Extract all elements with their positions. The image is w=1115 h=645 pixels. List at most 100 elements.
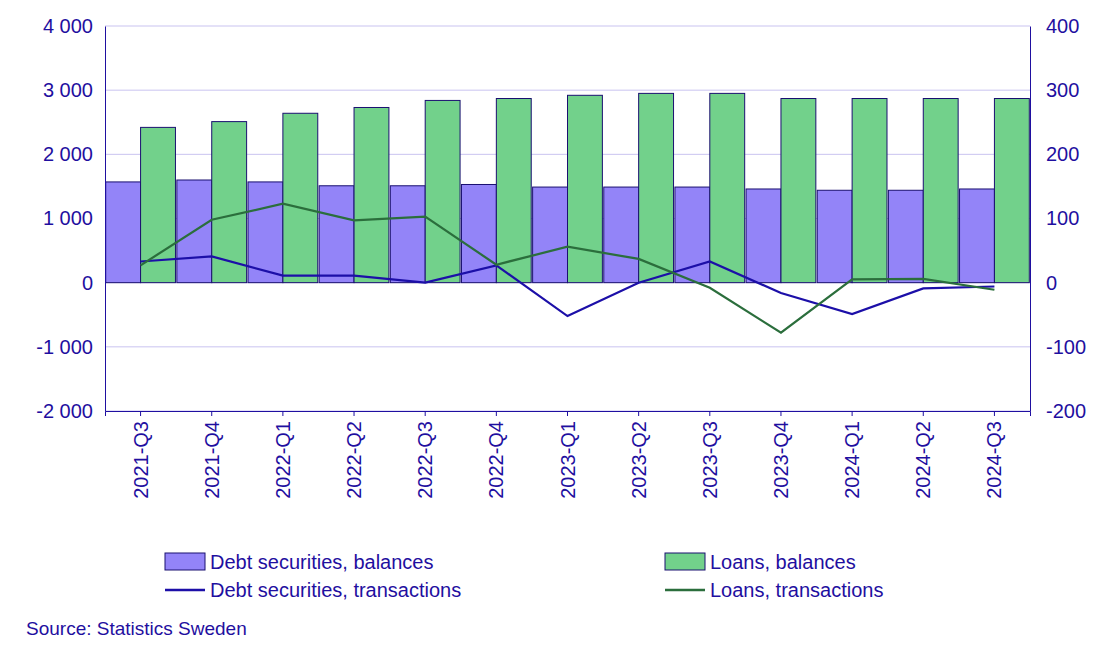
tick: 2 000 (43, 143, 105, 165)
tick-label: 200 (1046, 143, 1079, 165)
tick-label: 300 (1046, 79, 1079, 101)
source: Source: Statistics Sweden (26, 618, 247, 639)
bar (888, 190, 923, 282)
tick-label: 400 (1046, 15, 1079, 37)
y2-axis: -200-1000100200300400 (1030, 15, 1086, 422)
tick-mark (923, 411, 924, 416)
tick-mark (852, 411, 853, 416)
legend-label: Loans, balances (710, 551, 856, 573)
tick: 100 (1030, 207, 1079, 229)
tick-label: 2021-Q4 (201, 421, 223, 499)
tick-mark (780, 411, 781, 416)
tick: 200 (1030, 143, 1079, 165)
legend-label: Debt securities, balances (210, 551, 433, 573)
tick: 2024-Q3 (983, 411, 1005, 499)
tick-label: 3 000 (43, 79, 93, 101)
bar (923, 99, 958, 283)
tick: 0 (82, 272, 105, 294)
tick: 2022-Q4 (485, 411, 507, 499)
tick: 4 000 (43, 15, 105, 37)
tick-label: 100 (1046, 207, 1079, 229)
legend-item: Loans, balances (665, 551, 856, 573)
tick-label: 4 000 (43, 15, 93, 37)
tick-mark (638, 411, 639, 416)
bar (354, 107, 389, 282)
tick: -100 (1030, 336, 1086, 358)
axis-line (106, 412, 1031, 417)
legend-item: Debt securities, transactions (165, 579, 461, 601)
tick-mark (567, 411, 568, 416)
bar (994, 99, 1029, 283)
tick-label: -2 000 (36, 400, 93, 422)
tick-mark (282, 411, 283, 416)
legend-swatch (665, 589, 705, 592)
bar (746, 189, 781, 283)
tick: 2023-Q3 (699, 411, 721, 499)
axis-line (1030, 27, 1031, 412)
tick-mark (140, 411, 141, 416)
y-axis: -2 000 -1 000 0 1 000 2 000 3 000 4 000 (36, 15, 105, 422)
bar (319, 186, 354, 283)
grid-line (105, 26, 1030, 27)
tick-label: 2 000 (43, 143, 93, 165)
tick-label: 2022-Q1 (272, 421, 294, 499)
tick: -2 000 (36, 400, 105, 422)
bar (496, 99, 531, 283)
x-axis: 2021-Q3 2021-Q4 2022-Q1 2022-Q2 2022-Q3 2022-… (106, 411, 1031, 499)
tick: 3 000 (43, 79, 105, 101)
bar (710, 93, 745, 282)
tick: 2023-Q4 (770, 411, 792, 499)
tick-label: 2022-Q4 (485, 421, 507, 499)
bar (817, 190, 852, 282)
bar (461, 184, 496, 282)
tick-label: 2023-Q4 (770, 421, 792, 499)
legend-label: Debt securities, transactions (210, 579, 461, 601)
tick-label: 2021-Q3 (130, 421, 152, 499)
tick-label: 1 000 (43, 207, 93, 229)
tick-label: 0 (82, 272, 93, 294)
legend-item: Loans, transactions (665, 579, 883, 601)
tick-mark (211, 411, 212, 416)
tick: 2024-Q1 (841, 411, 863, 499)
tick: 2022-Q3 (414, 411, 436, 499)
tick: 2022-Q1 (272, 411, 294, 499)
grid (105, 26, 1030, 411)
bar (675, 187, 710, 283)
bar-series (141, 93, 1030, 282)
legend-swatch (665, 553, 705, 570)
bar (283, 113, 318, 282)
tick: -200 (1030, 400, 1086, 422)
tick-label: 2023-Q3 (699, 421, 721, 499)
chart: -2 000 -1 000 0 1 000 2 000 3 000 4 000 -200 -10… (0, 0, 1115, 645)
marks (106, 93, 1030, 332)
legend-swatch (165, 553, 205, 570)
line (141, 256, 995, 316)
tick: 2021-Q3 (130, 411, 152, 499)
bar (568, 95, 603, 282)
legend-swatch (165, 589, 205, 592)
bar (852, 99, 887, 283)
tick-mark (709, 411, 710, 416)
tick-label: 2022-Q2 (343, 421, 365, 499)
tick-label: 2023-Q1 (557, 421, 579, 499)
legend: Debt securities, balances Loans, balances… (165, 551, 883, 601)
tick-mark (354, 411, 355, 416)
tick: 2024-Q2 (912, 411, 934, 499)
tick-label: 2022-Q3 (414, 421, 436, 499)
tick-label: 2023-Q2 (628, 421, 650, 499)
tick-label: 2024-Q2 (912, 421, 934, 499)
grid-line (105, 346, 1030, 347)
tick: 2021-Q4 (201, 411, 223, 499)
bar (425, 100, 460, 282)
legend-item: Debt securities, balances (165, 551, 433, 573)
bar (390, 186, 425, 283)
bar (960, 189, 995, 283)
bar (533, 187, 568, 283)
axis-line (105, 27, 106, 412)
bar (604, 187, 639, 283)
tick: -1 000 (36, 336, 105, 358)
tick-label: -200 (1046, 400, 1086, 422)
tick-label: -100 (1046, 336, 1086, 358)
tick: 2022-Q2 (343, 411, 365, 499)
bar (781, 99, 816, 283)
